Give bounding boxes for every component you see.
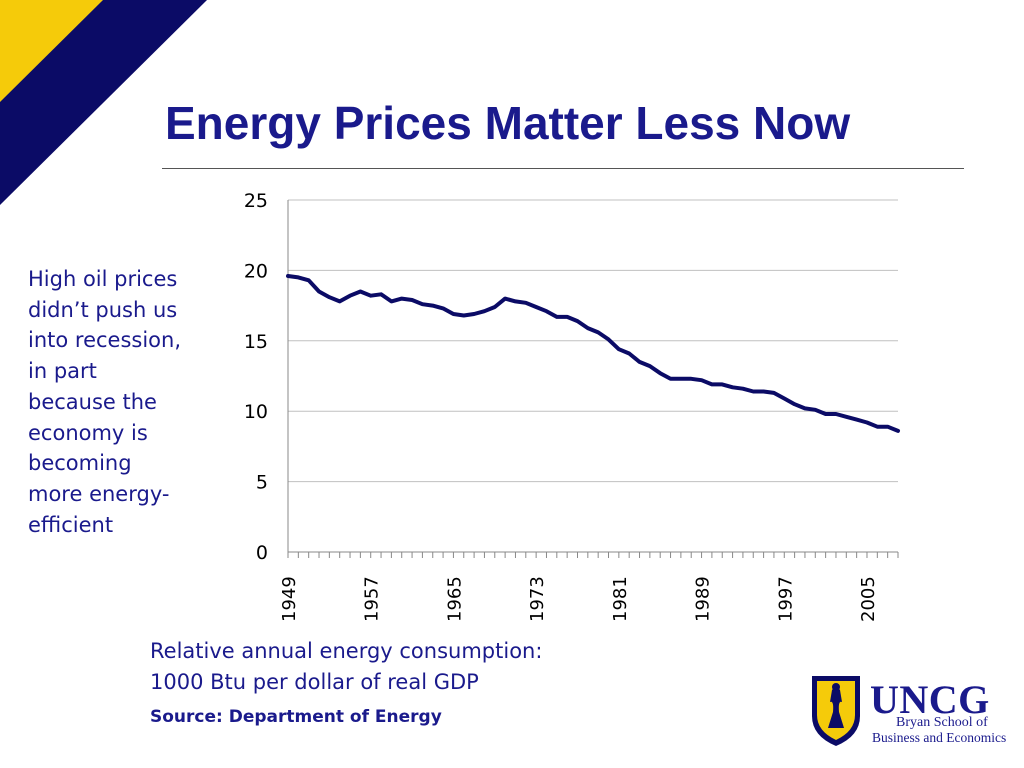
x-tick-label: 1997 [775,576,796,622]
corner-decoration [0,0,207,205]
logo-wordmark: UNCG [870,677,990,722]
y-tick-label: 25 [244,190,268,212]
uncg-shield-icon [812,676,860,746]
x-tick-label: 1973 [527,576,548,622]
x-tick-label: 1981 [610,576,631,622]
uncg-logo: UNCG Bryan School of Business and Econom… [808,672,1008,752]
series-line [286,274,900,433]
caption-line: Relative annual energy consumption: [150,639,543,663]
x-tick-label: 1989 [693,576,714,622]
y-tick-label: 5 [256,472,268,494]
logo-school-line: Business and Economics [872,730,1007,745]
source-note: Source: Department of Energy [150,707,442,727]
side-note: High oil prices didn’t push us into rece… [28,264,228,540]
x-tick-label: 2005 [858,576,879,622]
side-note-line: efficient [28,512,114,537]
side-note-line: High oil prices [28,267,178,291]
x-tick-label: 1949 [279,576,300,622]
corner-navy-band [0,0,207,205]
side-note-line: in part [28,359,97,384]
side-note-line: because the [28,389,157,414]
logo-school-line: Bryan School of [896,715,988,730]
y-tick-label: 10 [244,401,268,423]
chart-caption: Relative annual energy consumption: 1000… [150,636,542,698]
side-note-line: didn’t push us [28,297,178,322]
caption-line: 1000 Btu per dollar of real GDP [150,670,479,694]
title-divider [162,168,964,169]
y-tick-label: 15 [244,331,268,353]
side-note-line: more energy- [28,481,170,506]
energy-line-chart: 0 5 10 15 20 25 1949 1957 1965 1973 1981 1989 1997 20… [244,190,900,622]
side-note-line: into recession, [28,328,182,353]
x-tick-label: 1965 [444,576,465,622]
side-note-line: economy is [28,420,148,445]
x-tick-label: 1957 [362,576,383,622]
y-tick-label: 20 [244,260,268,282]
slide-title: Energy Prices Matter Less Now [165,97,851,149]
corner-gold-triangle [0,0,103,102]
y-tick-label: 0 [256,542,268,564]
side-note-line: becoming [28,451,132,476]
